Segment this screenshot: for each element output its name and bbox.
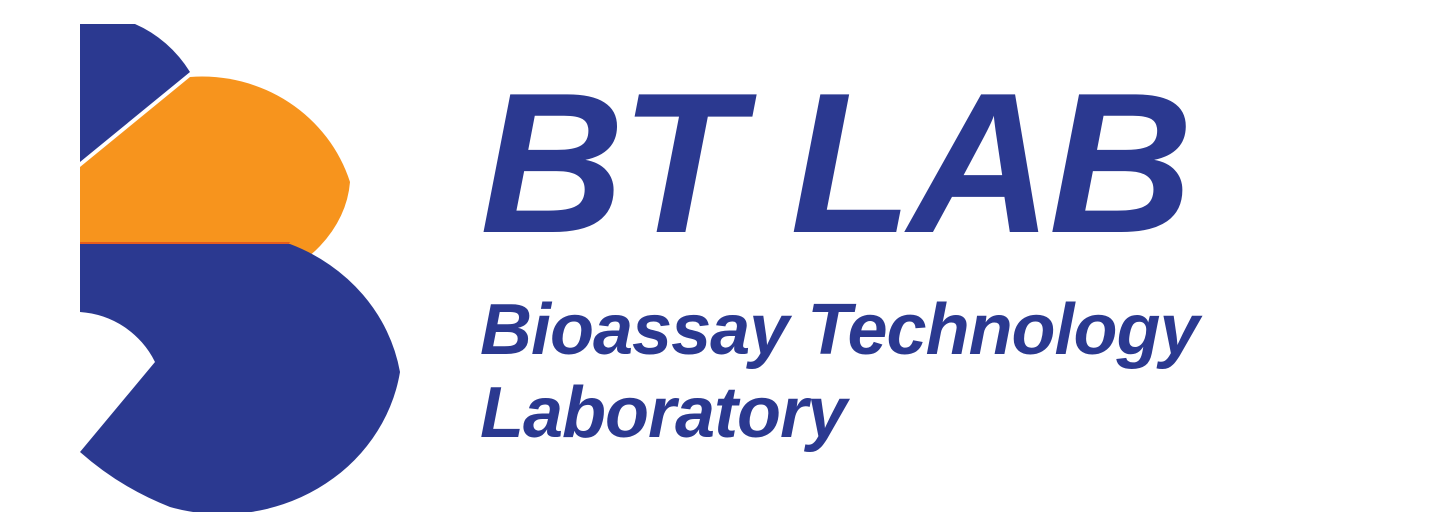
logo-text-block: BT LAB Bioassay Technology Laboratory bbox=[480, 69, 1199, 455]
brand-subtitle: Bioassay Technology Laboratory bbox=[480, 289, 1199, 455]
logo-b-icon bbox=[40, 12, 420, 512]
brand-subtitle-line1: Bioassay Technology bbox=[480, 289, 1199, 372]
logo-container: BT LAB Bioassay Technology Laboratory bbox=[0, 0, 1445, 524]
logo-mark bbox=[40, 12, 420, 512]
brand-main-title: BT LAB bbox=[480, 69, 1199, 259]
logo-bottom-lobe bbox=[80, 244, 400, 512]
brand-subtitle-line2: Laboratory bbox=[480, 372, 1199, 455]
